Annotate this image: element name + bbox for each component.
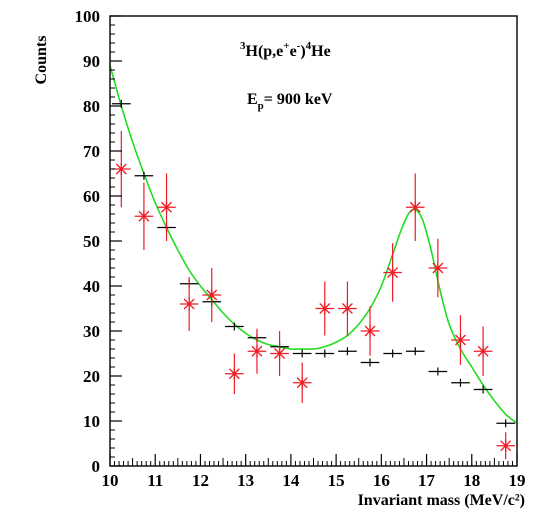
- red-data-point: [292, 362, 312, 403]
- tick-marks-layer: [109, 15, 518, 467]
- red-data-point: [338, 281, 357, 336]
- black-data-point: [383, 349, 402, 358]
- black-data-point: [428, 367, 448, 376]
- red-data-point: [270, 331, 289, 376]
- x-tick-label: 19: [509, 471, 526, 490]
- red-data-point: [428, 238, 448, 298]
- red-data-point: [179, 277, 199, 331]
- red-series-layer: [112, 130, 515, 460]
- red-data-point: [473, 326, 493, 376]
- x-tick-label: 11: [147, 471, 163, 490]
- x-tick-label: 14: [282, 471, 300, 490]
- black-data-point: [360, 358, 380, 367]
- x-tick-label: 17: [418, 471, 436, 490]
- energy-tail: = 900 keV: [264, 91, 333, 108]
- black-data-point: [405, 347, 425, 356]
- black-data-point: [473, 385, 493, 394]
- y-axis-title: Counts: [33, 36, 50, 85]
- fit-curve-layer: [109, 65, 518, 424]
- y-tick-label: 20: [83, 367, 100, 386]
- red-data-point: [112, 130, 131, 208]
- black-data-point: [451, 378, 470, 387]
- red-data-point: [360, 306, 380, 356]
- reaction-tail: He: [311, 43, 331, 60]
- reaction-annotation: 3H(p,e+e-)4He: [240, 40, 331, 60]
- red-data-point: [451, 315, 470, 365]
- y-tick-label: 50: [83, 232, 100, 251]
- energy-main: E: [247, 91, 258, 108]
- red-data-point: [383, 243, 402, 302]
- x-tick-label: 12: [192, 471, 209, 490]
- y-tick-label: 30: [83, 322, 100, 341]
- y-tick-label: 100: [75, 7, 101, 26]
- x-tick-label: 16: [373, 471, 390, 490]
- tick-labels-layer: 10 11 12 13 14 15 16 17 18 1901020304050607080901…: [75, 7, 526, 490]
- y-tick-label: 40: [83, 277, 100, 296]
- red-data-point: [405, 173, 425, 241]
- red-data-point: [247, 328, 267, 374]
- black-data-point: [338, 347, 357, 356]
- y-tick-label: 70: [83, 142, 100, 161]
- red-data-point: [134, 182, 154, 250]
- red-data-point: [315, 281, 335, 336]
- red-data-point: [496, 432, 515, 460]
- black-data-point: [225, 322, 244, 331]
- plot-area: [110, 16, 517, 466]
- y-tick-label: 0: [92, 457, 101, 476]
- energy-annotation: Ep= 900 keV: [247, 91, 333, 112]
- y-tick-label: 80: [83, 97, 100, 116]
- red-data-point: [225, 353, 244, 394]
- reaction-close: ): [300, 43, 305, 60]
- x-tick-label: 18: [463, 471, 480, 490]
- reaction-superscript-3: 4: [306, 40, 312, 52]
- y-tick-label: 10: [83, 412, 100, 431]
- reaction-mid: e: [290, 43, 297, 60]
- reaction-main: H(p,e: [246, 43, 284, 60]
- x-tick-label: 13: [237, 471, 254, 490]
- x-tick-label: 10: [102, 471, 119, 490]
- black-data-point: [315, 349, 335, 358]
- energy-subscript: p: [258, 100, 264, 112]
- x-axis-title: Invariant mass (MeV/c²): [358, 492, 525, 509]
- y-tick-label: 60: [83, 187, 100, 206]
- reaction-superscript-2: -: [297, 40, 301, 52]
- x-tick-label: 15: [328, 471, 345, 490]
- black-data-point: [134, 171, 154, 180]
- plot-background: [110, 16, 517, 466]
- reaction-pre-superscript: 3: [240, 40, 246, 52]
- y-tick-label: 90: [83, 52, 100, 71]
- black-data-point: [496, 419, 515, 428]
- red-data-point: [157, 173, 176, 241]
- fit-curve: [109, 65, 518, 424]
- reaction-superscript-1: +: [283, 40, 289, 52]
- red-data-point: [202, 268, 222, 322]
- black-data-point: [292, 349, 312, 358]
